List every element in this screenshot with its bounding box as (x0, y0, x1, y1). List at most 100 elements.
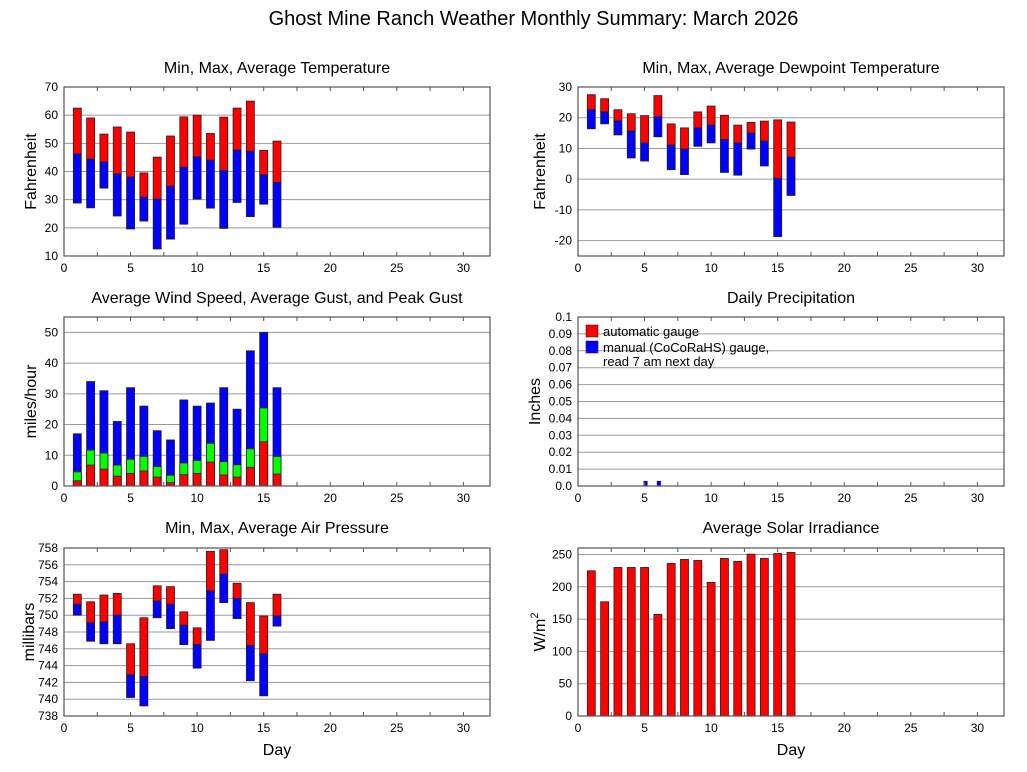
bar-average-segment (192, 156, 202, 200)
x-tick-label: 5 (641, 491, 648, 505)
y-tick-label: 30 (559, 80, 573, 94)
bar-average-segment (653, 116, 663, 138)
legend-swatch-automatic (585, 324, 599, 338)
bar-average-segment (152, 198, 162, 250)
bar-max-segment (586, 94, 596, 111)
y-tick-label: 0.06 (549, 378, 573, 392)
bar-average-wind-speed (232, 476, 242, 487)
bar-average-segment (219, 169, 229, 229)
y-tick-label: 150 (552, 612, 572, 626)
y-axis-label: Fahrenheit (23, 133, 40, 210)
bar-max-segment (720, 114, 729, 140)
bar-average-wind-speed (139, 470, 149, 487)
bar-max-segment (219, 549, 229, 575)
bar-average-segment (613, 120, 623, 136)
bar-max-segment (759, 120, 769, 142)
plot-frame (577, 86, 1005, 257)
bar-solar (600, 601, 610, 717)
y-tick-label: 10 (559, 141, 573, 155)
y-tick-label: 0 (565, 709, 572, 723)
chart-pressure: 0 5 10 15 20 25 30 738 740 742 744 746 748 750 752 754 7… (21, 520, 491, 759)
x-tick-label: 15 (771, 721, 785, 735)
legend-label: automatic gauge (603, 324, 699, 339)
x-tick-label: 25 (390, 491, 404, 505)
bar-solar (720, 558, 729, 717)
bar-max-segment (152, 585, 162, 602)
bar-average-segment (693, 127, 703, 147)
x-tick-label: 20 (324, 261, 338, 275)
y-tick-label: -20 (555, 234, 573, 248)
bar-precip-manual (643, 480, 648, 486)
bar-solar (746, 553, 756, 717)
chart-title: Min, Max, Average Temperature (164, 60, 390, 77)
y-tick-label: 748 (38, 625, 58, 639)
bar-average-wind-speed (219, 474, 229, 487)
bar-average-segment (179, 166, 189, 225)
bar-average-segment (72, 603, 82, 616)
bar-average-wind-speed (272, 473, 282, 487)
bar-max-segment (232, 582, 242, 599)
x-tick-label: 10 (190, 491, 204, 505)
x-tick-label: 20 (838, 491, 852, 505)
bar-average-wind-speed (179, 474, 189, 487)
bar-average-wind-speed (152, 476, 162, 487)
bar-solar (693, 560, 703, 717)
bar-solar (759, 558, 769, 717)
bar-max-segment (613, 109, 623, 122)
bar-average-wind-speed (206, 461, 215, 487)
y-tick-label: 10 (45, 448, 59, 462)
y-tick-label: 0 (51, 479, 58, 493)
bar-max-segment (112, 126, 122, 175)
x-tick-label: 5 (127, 261, 134, 275)
bar-max-segment (192, 114, 202, 158)
x-tick-label: 0 (61, 261, 68, 275)
y-tick-label: 740 (38, 692, 58, 706)
x-axis-label: Day (777, 742, 805, 759)
bar-max-segment (139, 172, 149, 198)
bar-average-segment (773, 177, 783, 238)
bar-max-segment (680, 127, 689, 150)
bar-average-segment (733, 142, 743, 176)
bar-max-segment (232, 107, 242, 151)
chart-dewpoint: 0 5 10 15 20 25 30 -20 -10 0 10 20 30 Min, Max, Avera… (532, 60, 1005, 275)
bar-max-segment (272, 140, 282, 183)
x-tick-label: 5 (127, 491, 134, 505)
x-tick-label: 25 (390, 261, 404, 275)
x-tick-label: 30 (457, 261, 471, 275)
chart-title: Average Solar Irradiance (703, 520, 880, 537)
x-tick-label: 20 (324, 721, 338, 735)
bar-average-segment (139, 196, 149, 222)
bar-average-wind-speed (245, 466, 255, 487)
y-tick-label: 0.09 (549, 327, 573, 341)
bar-average-segment (206, 159, 215, 209)
page-title: Ghost Mine Ranch Weather Monthly Summary… (268, 8, 799, 30)
bar-solar (613, 567, 623, 717)
x-tick-label: 20 (838, 261, 852, 275)
bar-average-segment (245, 645, 255, 682)
y-axis-label: Inches (527, 378, 544, 425)
bar-max-segment (245, 602, 255, 646)
bar-precip-manual (656, 480, 661, 486)
chart-title: Daily Precipitation (727, 290, 855, 307)
y-tick-label: 754 (38, 575, 58, 589)
legend-swatch-manual (585, 340, 599, 354)
bar-average-segment (259, 174, 269, 205)
x-tick-label: 5 (127, 721, 134, 735)
bar-average-segment (720, 139, 729, 173)
bar-max-segment (179, 611, 189, 626)
bar-average-segment (586, 109, 596, 130)
bar-average-segment (86, 622, 96, 642)
bar-average-segment (746, 132, 756, 150)
bar-solar (586, 570, 596, 717)
y-tick-label: 0.03 (549, 428, 573, 442)
x-tick-label: 25 (904, 491, 918, 505)
x-tick-label: 10 (704, 721, 718, 735)
bar-average-segment (152, 600, 162, 619)
bar-max-segment (600, 98, 610, 113)
y-tick-label: 756 (38, 558, 58, 572)
bar-average-segment (640, 142, 649, 162)
bar-average-wind-speed (99, 468, 109, 487)
bar-max-segment (653, 95, 663, 118)
bar-average-segment (272, 615, 282, 627)
